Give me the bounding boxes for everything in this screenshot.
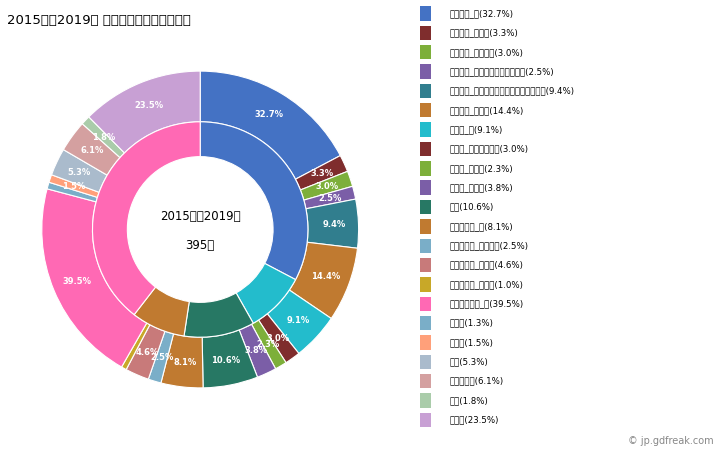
- Wedge shape: [200, 71, 340, 179]
- Text: 9.1%: 9.1%: [287, 316, 310, 325]
- Text: 肝疾患(1.3%): 肝疾患(1.3%): [449, 319, 493, 328]
- Wedge shape: [202, 330, 258, 388]
- Text: 9.4%: 9.4%: [323, 220, 346, 229]
- FancyBboxPatch shape: [421, 355, 431, 369]
- Text: 脳血管疾患_脳梗塞(4.6%): 脳血管疾患_脳梗塞(4.6%): [449, 261, 523, 270]
- FancyBboxPatch shape: [421, 393, 431, 408]
- Wedge shape: [52, 149, 107, 192]
- FancyBboxPatch shape: [421, 64, 431, 79]
- Text: 23.5%: 23.5%: [135, 101, 164, 110]
- Text: 悪性腫瘍_大腸がん(3.0%): 悪性腫瘍_大腸がん(3.0%): [449, 48, 523, 57]
- Wedge shape: [258, 314, 298, 363]
- FancyBboxPatch shape: [421, 161, 431, 176]
- Wedge shape: [82, 117, 124, 158]
- Text: 14.4%: 14.4%: [311, 272, 340, 281]
- FancyBboxPatch shape: [421, 84, 431, 98]
- Text: 2015年～2019年: 2015年～2019年: [160, 210, 240, 223]
- Wedge shape: [134, 287, 189, 336]
- Text: 1.5%: 1.5%: [62, 182, 85, 191]
- Text: 腎不全(1.5%): 腎不全(1.5%): [449, 338, 493, 347]
- Text: 不慮の事故(6.1%): 不慮の事故(6.1%): [449, 377, 504, 386]
- Text: 4.6%: 4.6%: [135, 348, 159, 357]
- Wedge shape: [306, 199, 359, 248]
- Text: 悪性腫瘍_その他(14.4%): 悪性腫瘍_その他(14.4%): [449, 106, 523, 115]
- Wedge shape: [304, 186, 356, 209]
- Wedge shape: [47, 182, 98, 202]
- Text: 心疾患_急性心筋梗塞(3.0%): 心疾患_急性心筋梗塞(3.0%): [449, 144, 529, 153]
- Text: 脳血管疾患_その他(1.0%): 脳血管疾患_その他(1.0%): [449, 280, 523, 289]
- Text: © jp.gdfreak.com: © jp.gdfreak.com: [628, 436, 713, 446]
- FancyBboxPatch shape: [421, 219, 431, 234]
- FancyBboxPatch shape: [421, 200, 431, 214]
- Text: 39.5%: 39.5%: [62, 277, 91, 286]
- Text: 2.3%: 2.3%: [257, 340, 280, 349]
- Wedge shape: [89, 71, 200, 153]
- Wedge shape: [63, 124, 120, 175]
- Wedge shape: [200, 122, 308, 279]
- Wedge shape: [289, 242, 357, 319]
- Wedge shape: [267, 290, 331, 353]
- Wedge shape: [301, 171, 352, 200]
- Wedge shape: [161, 334, 203, 388]
- Wedge shape: [41, 189, 147, 367]
- Wedge shape: [296, 156, 347, 190]
- Text: 悪性腫瘍_気管がん・気管支がん・肺がん(9.4%): 悪性腫瘍_気管がん・気管支がん・肺がん(9.4%): [449, 86, 574, 95]
- Text: 5.3%: 5.3%: [68, 168, 91, 177]
- FancyBboxPatch shape: [421, 277, 431, 292]
- Text: 3.8%: 3.8%: [245, 346, 268, 356]
- FancyBboxPatch shape: [421, 413, 431, 427]
- Text: 10.6%: 10.6%: [211, 356, 240, 365]
- FancyBboxPatch shape: [421, 238, 431, 253]
- FancyBboxPatch shape: [421, 122, 431, 137]
- Wedge shape: [251, 320, 286, 369]
- FancyBboxPatch shape: [421, 180, 431, 195]
- Text: 老衰(5.3%): 老衰(5.3%): [449, 357, 488, 366]
- Text: その他の死因_計(39.5%): その他の死因_計(39.5%): [449, 299, 523, 308]
- FancyBboxPatch shape: [421, 6, 431, 21]
- FancyBboxPatch shape: [421, 103, 431, 117]
- Text: 1.8%: 1.8%: [92, 133, 115, 142]
- Text: 2015年～2019年 大台町の男性の死因構成: 2015年～2019年 大台町の男性の死因構成: [7, 14, 191, 27]
- FancyBboxPatch shape: [421, 316, 431, 330]
- FancyBboxPatch shape: [421, 374, 431, 388]
- Text: 肺炎(10.6%): 肺炎(10.6%): [449, 202, 494, 211]
- Wedge shape: [126, 325, 165, 379]
- Text: 32.7%: 32.7%: [255, 110, 284, 119]
- FancyBboxPatch shape: [421, 297, 431, 311]
- Wedge shape: [184, 293, 253, 337]
- Text: 心疾患_その他(3.8%): 心疾患_その他(3.8%): [449, 183, 513, 192]
- Wedge shape: [49, 175, 99, 198]
- FancyBboxPatch shape: [421, 26, 431, 40]
- Text: 心疾患_計(9.1%): 心疾患_計(9.1%): [449, 125, 502, 134]
- Wedge shape: [149, 331, 173, 383]
- Text: 8.1%: 8.1%: [173, 358, 197, 367]
- Wedge shape: [92, 122, 200, 315]
- Text: 悪性腫瘍_肝がん・肝内胆管がん(2.5%): 悪性腫瘍_肝がん・肝内胆管がん(2.5%): [449, 67, 554, 76]
- Text: 悪性腫瘍_計(32.7%): 悪性腫瘍_計(32.7%): [449, 9, 513, 18]
- Text: 脳血管疾患_脳内出血(2.5%): 脳血管疾患_脳内出血(2.5%): [449, 241, 529, 250]
- Text: 2.5%: 2.5%: [319, 194, 342, 203]
- FancyBboxPatch shape: [421, 258, 431, 272]
- Text: 3.0%: 3.0%: [266, 334, 290, 343]
- Text: 3.3%: 3.3%: [310, 169, 333, 178]
- FancyBboxPatch shape: [421, 142, 431, 156]
- Wedge shape: [240, 324, 276, 377]
- Text: 脳血管疾患_計(8.1%): 脳血管疾患_計(8.1%): [449, 222, 513, 231]
- Text: 悪性腫瘍_胃がん(3.3%): 悪性腫瘍_胃がん(3.3%): [449, 28, 518, 37]
- Wedge shape: [236, 263, 296, 323]
- Text: 3.0%: 3.0%: [315, 182, 339, 191]
- Text: 自殺(1.8%): 自殺(1.8%): [449, 396, 488, 405]
- Text: 2.5%: 2.5%: [150, 353, 173, 362]
- FancyBboxPatch shape: [421, 335, 431, 350]
- FancyBboxPatch shape: [421, 45, 431, 59]
- Text: その他(23.5%): その他(23.5%): [449, 415, 499, 424]
- Text: 395人: 395人: [186, 239, 215, 252]
- Wedge shape: [122, 323, 150, 369]
- Text: 6.1%: 6.1%: [80, 146, 103, 155]
- Text: 心疾患_心不全(2.3%): 心疾患_心不全(2.3%): [449, 164, 513, 173]
